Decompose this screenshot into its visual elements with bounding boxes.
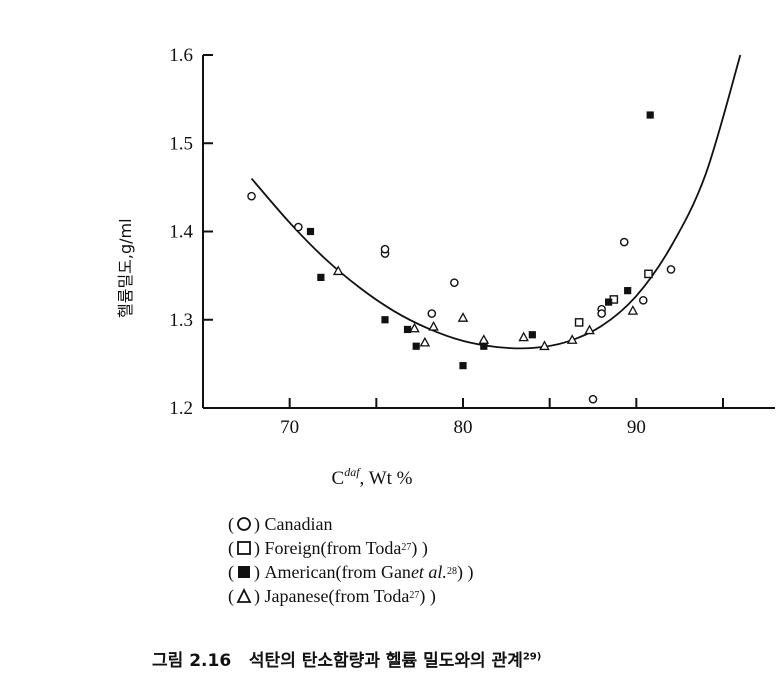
x-axis-title: Cdaf, Wt % <box>332 465 413 489</box>
point-circle-open <box>588 394 598 404</box>
y-tick-label: 1.3 <box>169 310 193 331</box>
point-circle-open <box>619 237 629 247</box>
point-triangle-open <box>478 334 490 344</box>
y-tick-label: 1.6 <box>169 45 193 66</box>
y-tick-label: 1.5 <box>169 133 193 154</box>
point-square-open <box>644 269 653 279</box>
point-triangle-open <box>457 312 469 322</box>
x-tick-label: 90 <box>627 417 646 438</box>
figure-caption: 그림 2.16 석탄의 탄소함량과 헬륨 밀도와의 관계29) <box>152 651 542 671</box>
point-circle-open <box>638 296 648 305</box>
point-square-filled <box>605 298 613 306</box>
point-square-filled <box>459 362 467 370</box>
legend-item-japanese: ( ) Japanese(from Toda 27) ) <box>228 586 436 606</box>
triangle-open-icon <box>234 587 254 605</box>
point-triangle-open <box>428 320 439 331</box>
point-circle-open <box>597 309 606 318</box>
point-square-filled <box>646 111 654 119</box>
point-square-filled <box>306 227 315 236</box>
point-square-filled <box>403 325 412 334</box>
point-triangle-open <box>409 322 420 333</box>
point-circle-open <box>450 278 459 287</box>
point-triangle-open <box>332 265 344 276</box>
point-circle-open <box>247 191 256 201</box>
point-triangle-open <box>584 324 595 335</box>
axes <box>202 55 775 409</box>
square-filled-icon <box>234 563 254 581</box>
point-square-open <box>574 318 584 327</box>
square-open-icon <box>234 539 254 557</box>
legend-item-foreign: ( ) Foreign(from Toda 27) ) <box>228 538 428 558</box>
circle-open-icon <box>234 515 254 533</box>
point-triangle-open <box>539 340 550 351</box>
point-circle-open <box>666 265 676 274</box>
point-square-filled <box>528 331 536 339</box>
ticks: 1.2 1.3 1.4 1.5 1.6 70 80 90 <box>169 45 724 438</box>
point-triangle-open <box>419 336 431 347</box>
point-square-filled <box>412 342 420 350</box>
x-tick-label: 70 <box>280 417 299 438</box>
point-triangle-open <box>566 334 578 344</box>
y-tick-label: 1.4 <box>169 222 193 243</box>
legend: ( ) Canadian ( ) Foreign(from Toda 27) ) … <box>228 512 473 608</box>
point-circle-open <box>294 222 303 232</box>
point-circle-open <box>380 244 390 254</box>
fit-curve <box>250 54 742 350</box>
point-circle-open <box>427 309 437 318</box>
y-axis-title: 헬륨밀도,g/ml <box>116 218 135 318</box>
point-square-filled <box>480 342 488 350</box>
legend-item-canadian: ( ) Canadian <box>228 514 333 534</box>
point-square-filled <box>381 316 389 324</box>
y-tick-label: 1.2 <box>169 398 193 419</box>
data-points <box>247 111 676 404</box>
point-triangle-open <box>627 305 639 315</box>
point-square-filled <box>317 273 325 281</box>
point-square-filled <box>624 287 632 295</box>
x-tick-label: 80 <box>454 417 473 438</box>
point-triangle-open <box>518 331 529 342</box>
legend-item-american: ( ) American(from Gan et al. 28) ) <box>228 562 474 582</box>
